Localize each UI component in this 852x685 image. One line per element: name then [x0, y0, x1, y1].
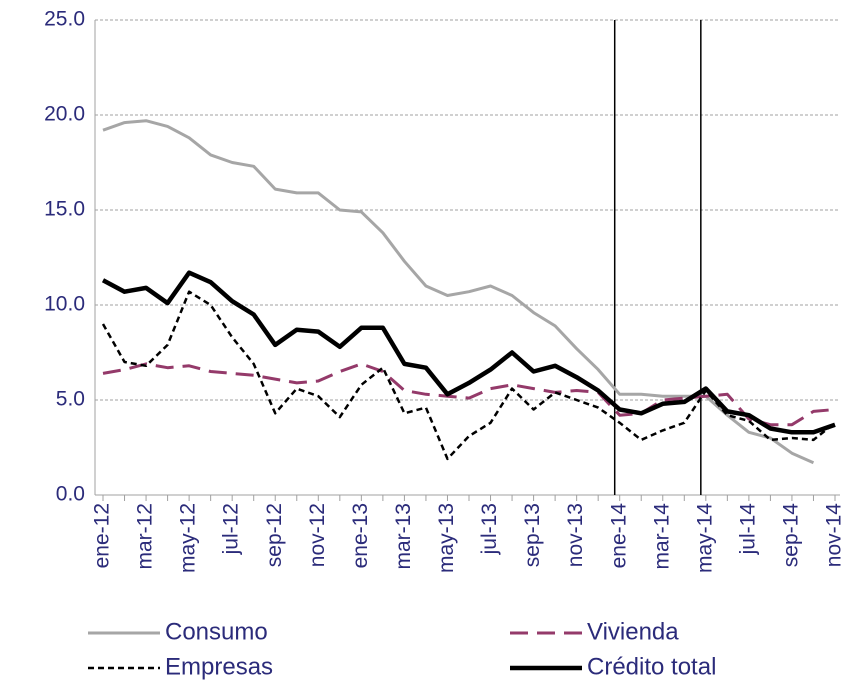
x-tick-label: jul-14	[736, 503, 759, 556]
x-tick-label: sep-13	[521, 503, 544, 567]
y-tick-label: 25.0	[44, 8, 85, 31]
series-line	[102, 119, 815, 465]
x-tick-label: mar-14	[650, 503, 673, 570]
legend-label: Consumo	[165, 618, 268, 645]
y-tick-label: 0.0	[56, 483, 85, 506]
series-line	[101, 270, 836, 435]
x-tick-label: ene-14	[607, 503, 630, 569]
x-tick-label: sep-14	[779, 503, 802, 568]
series-line	[102, 362, 836, 427]
y-tick-label: 5.0	[56, 388, 85, 411]
x-tick-label: mar-13	[392, 503, 415, 570]
x-tick-label: may-13	[435, 503, 458, 573]
x-tick-label: ene-13	[349, 503, 372, 568]
legend-label: Empresas	[165, 653, 273, 680]
x-tick-label: nov-13	[564, 503, 587, 567]
y-tick-label: 10.0	[44, 293, 85, 316]
x-tick-label: nov-12	[306, 503, 329, 567]
series-line	[101, 290, 836, 461]
y-tick-label: 15.0	[44, 198, 85, 221]
x-tick-label: ene-12	[91, 503, 114, 568]
x-tick-label: may-12	[177, 503, 200, 573]
x-tick-label: may-14	[693, 503, 716, 573]
x-tick-label: jul-13	[478, 503, 501, 555]
y-tick-label: 20.0	[44, 103, 85, 126]
legend-label: Crédito total	[587, 653, 716, 680]
legend-label: Vivienda	[587, 618, 679, 645]
x-tick-label: jul-12	[220, 503, 243, 555]
x-tick-label: mar-12	[134, 503, 157, 570]
x-tick-label: sep-12	[263, 503, 286, 567]
x-tick-label: nov-14	[823, 503, 846, 568]
